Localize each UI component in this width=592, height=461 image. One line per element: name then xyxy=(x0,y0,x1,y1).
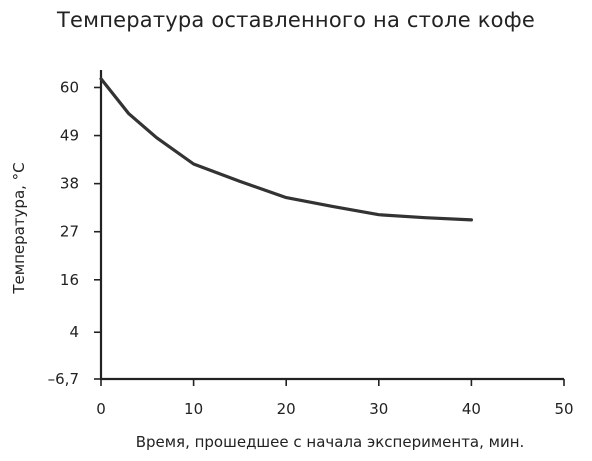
data-point xyxy=(424,216,426,219)
y-tick-label: 38 xyxy=(60,175,79,193)
data-point xyxy=(155,136,158,139)
data-point xyxy=(470,219,473,221)
axes xyxy=(99,70,564,381)
data-point xyxy=(127,112,130,115)
data-point xyxy=(100,77,102,80)
series-group xyxy=(99,77,473,222)
x-axis-title: Время, прошедшее с начала эксперимента, … xyxy=(136,433,525,451)
x-tick-label: 0 xyxy=(96,400,106,418)
y-tick-label: 4 xyxy=(69,323,79,341)
data-point xyxy=(285,196,288,199)
y-tick-label: 16 xyxy=(60,271,79,289)
chart-title: Температура оставленного на столе кофе xyxy=(57,8,535,32)
x-tick-label: 50 xyxy=(554,400,573,418)
data-point xyxy=(378,213,380,216)
x-tick-label: 10 xyxy=(184,400,203,418)
y-tick-label: 60 xyxy=(60,78,79,96)
x-tick-label: 20 xyxy=(277,400,296,418)
y-ticks: –6,7 4 16 27 38 49 60 xyxy=(48,78,101,388)
x-ticks: 0 10 20 30 40 50 xyxy=(96,379,574,418)
data-point xyxy=(192,163,195,165)
y-tick-label: –6,7 xyxy=(48,370,79,388)
y-axis-title: Температура, °С xyxy=(10,162,28,294)
x-tick-label: 40 xyxy=(462,400,481,418)
data-point xyxy=(331,205,334,208)
series-line xyxy=(99,77,473,222)
x-tick-label: 30 xyxy=(369,400,388,418)
data-point xyxy=(239,180,241,183)
y-tick-label: 49 xyxy=(60,127,79,145)
y-tick-label: 27 xyxy=(60,223,79,241)
